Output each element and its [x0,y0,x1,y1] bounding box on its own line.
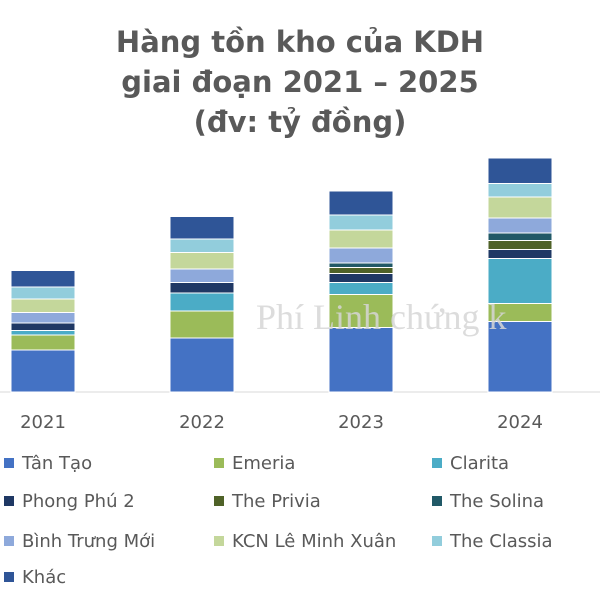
bar-segment-2024-4 [487,249,553,259]
x-tick-label-2023: 2023 [338,412,384,433]
stacked-bar-chart: 2021 2022 2023 2024 [0,157,600,433]
legend-swatch [214,496,224,506]
chart-title: Hàng tồn kho của KDH giai đoạn 2021 – 20… [0,22,600,142]
legend-item-6: The Solina [432,486,544,516]
legend-swatch [432,496,442,506]
bar-segment-2023-10 [328,190,394,216]
legend-label: The Solina [450,490,545,512]
legend-item-5: The Privia [214,486,321,516]
legend-label: KCN Lê Minh Xuân [232,530,397,552]
legend-item-4: Phong Phú 2 [4,486,135,516]
watermark-text: Phí Linh chứng k [256,297,507,337]
x-tick-label-2024: 2024 [497,412,543,433]
bar-segment-2023-9 [328,214,394,231]
legend-label: The Privia [232,490,321,512]
bar-segment-2021-4 [10,322,76,331]
bar-segment-2024-7 [487,217,553,234]
legend-label: Khác [22,566,67,588]
bar-segment-2021-1 [10,349,76,393]
bar-segment-2024-8 [487,196,553,219]
bar-segment-2022-1 [169,337,235,393]
legend-item-2: Emeria [214,448,295,478]
title-line-1: Hàng tồn kho của KDH [115,25,485,59]
legend-item-9: The Classia [432,526,553,556]
bar-segment-2023-8 [328,229,394,249]
bar-segment-2022-9 [169,238,235,253]
bar-segment-2024-6 [487,232,553,241]
bar-segment-2022-8 [169,252,235,270]
bar-segment-2023-4 [328,273,394,283]
bar-segment-2022-2 [169,310,235,339]
bar-segment-2022-10 [169,216,235,240]
legend-label: Phong Phú 2 [22,490,135,512]
legend-swatch [4,458,14,468]
x-tick-label-2021: 2021 [20,412,66,433]
bar-segment-2024-1 [487,321,553,393]
bar-segment-2023-7 [328,247,394,264]
legend-label: Emeria [232,452,296,474]
bar-segment-2024-3 [487,258,553,304]
bar-segment-2024-5 [487,240,553,250]
legend-swatch [214,536,224,546]
legend-item-1: Tân Tạo [4,448,92,478]
legend-label: Clarita [450,452,510,474]
x-tick-label-2022: 2022 [179,412,225,433]
legend-swatch [432,458,442,468]
bar-segment-2021-2 [10,334,76,351]
bar-segment-2021-9 [10,286,76,300]
legend-swatch [432,536,442,546]
bar-segment-2021-3 [10,330,76,336]
bar-segment-2023-3 [328,282,394,295]
legend-label: The Classia [450,530,553,552]
legend-item-3: Clarita [432,448,509,478]
legend-label: Bình Trưng Mới [22,530,156,552]
title-line-3: (đv: tỷ đồng) [193,105,407,139]
legend-item-7: Bình Trưng Mới [4,526,155,556]
bar-segment-2024-9 [487,183,553,198]
bar-segment-2024-10 [487,157,553,184]
bar-segment-2021-10 [10,270,76,288]
bar-segment-2023-6 [328,262,394,268]
legend-swatch [214,458,224,468]
legend-label: Tân Tạo [22,452,93,474]
legend-item-10: Khác [4,562,66,592]
bar-segment-2022-3 [169,292,235,312]
bar-segment-2021-7 [10,312,76,324]
legend-item-8: KCN Lê Minh Xuân [214,526,396,556]
bar-segment-2023-5 [328,267,394,274]
bar-segment-2022-7 [169,268,235,283]
legend-swatch [4,496,14,506]
bar-segment-2021-8 [10,298,76,313]
title-line-2: giai đoạn 2021 – 2025 [121,65,479,99]
bar-segment-2022-4 [169,282,235,294]
legend-swatch [4,536,14,546]
legend-swatch [4,572,14,582]
